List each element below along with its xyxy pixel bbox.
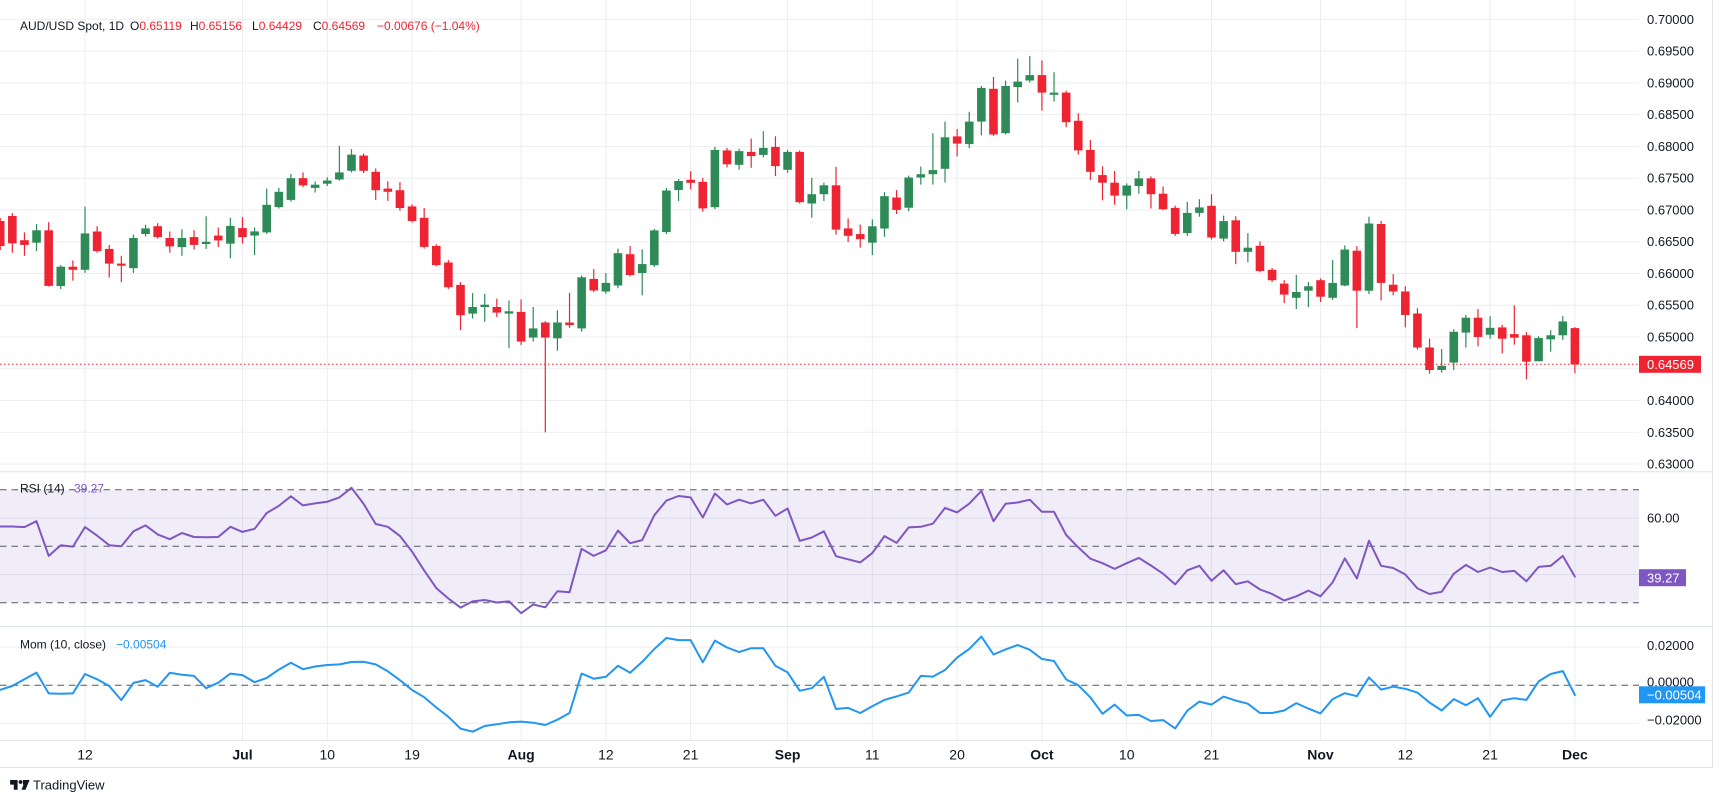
svg-text:0.65500: 0.65500 [1647,298,1694,313]
svg-text:21: 21 [683,747,699,763]
svg-text:0.70000: 0.70000 [1647,12,1694,27]
svg-text:21: 21 [1204,747,1220,763]
svg-text:Nov: Nov [1307,747,1334,763]
svg-text:C0.64569: C0.64569 [313,19,365,33]
svg-text:0.68000: 0.68000 [1647,139,1694,154]
svg-text:0.64000: 0.64000 [1647,393,1694,408]
svg-text:RSI (14) 39.27: RSI (14) 39.27 [20,482,104,496]
svg-text:10: 10 [1119,747,1135,763]
svg-text:0.66000: 0.66000 [1647,266,1694,281]
svg-text:0.68500: 0.68500 [1647,107,1694,122]
svg-text:0.63000: 0.63000 [1647,457,1694,472]
svg-text:Aug: Aug [507,747,534,763]
svg-text:AUD/USD Spot, 1D: AUD/USD Spot, 1D [20,19,124,33]
svg-text:H0.65156: H0.65156 [190,19,242,33]
svg-text:−0.00504: −0.00504 [1647,687,1702,702]
svg-text:39.27: 39.27 [1647,570,1680,585]
svg-text:0.69000: 0.69000 [1647,75,1694,90]
svg-text:L0.64429: L0.64429 [252,19,302,33]
svg-text:Mom (10, close) −0.00504: Mom (10, close) −0.00504 [20,638,167,652]
svg-text:O0.65119: O0.65119 [130,19,182,33]
svg-text:0.63500: 0.63500 [1647,425,1694,440]
svg-text:−0.00676 (−1.04%): −0.00676 (−1.04%) [377,19,480,33]
svg-text:Jul: Jul [232,747,252,763]
svg-text:−0.02000: −0.02000 [1647,712,1702,727]
svg-text:0.67000: 0.67000 [1647,202,1694,217]
svg-text:0.67500: 0.67500 [1647,171,1694,186]
svg-text:12: 12 [1398,747,1414,763]
svg-text:12: 12 [598,747,614,763]
svg-text:21: 21 [1482,747,1498,763]
svg-text:0.66500: 0.66500 [1647,234,1694,249]
svg-text:11: 11 [865,747,880,763]
svg-text:0.69500: 0.69500 [1647,44,1694,59]
svg-text:TradingView: TradingView [33,778,105,793]
svg-text:10: 10 [320,747,336,763]
svg-text:20: 20 [949,747,965,763]
svg-text:0.00000: 0.00000 [1647,675,1694,690]
svg-text:0.02000: 0.02000 [1647,638,1694,653]
svg-text:0.64569: 0.64569 [1647,357,1694,372]
svg-text:Dec: Dec [1562,747,1588,763]
svg-text:0.65000: 0.65000 [1647,330,1694,345]
svg-text:60.00: 60.00 [1647,511,1680,526]
svg-text:Sep: Sep [775,747,801,763]
svg-text:19: 19 [404,747,420,763]
svg-text:12: 12 [77,747,93,763]
svg-text:Oct: Oct [1030,747,1054,763]
